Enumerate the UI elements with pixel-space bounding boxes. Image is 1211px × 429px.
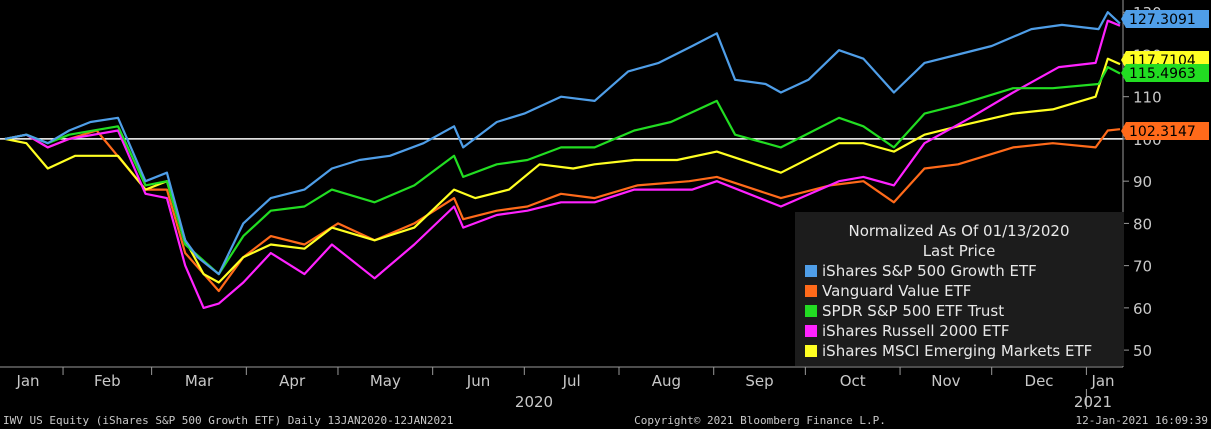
x-tick-label: Aug (652, 372, 681, 390)
legend-swatch (805, 265, 817, 277)
x-tick-label: Jun (466, 372, 490, 390)
series-line-3 (4, 19, 1121, 309)
y-tick-label: 50 (1133, 342, 1152, 360)
x-tick-label: Sep (745, 372, 773, 390)
footer-timestamp: 12-Jan-2021 16:09:39 (1076, 414, 1208, 427)
y-tick-label: 60 (1133, 300, 1152, 318)
x-tick-label: Jan (15, 372, 39, 390)
legend-background (795, 212, 1124, 366)
series-line-0 (4, 11, 1121, 276)
legend: Normalized As Of 01/13/2020 Last Price i… (795, 212, 1124, 366)
y-tick-label: 70 (1133, 258, 1152, 276)
legend-swatch (805, 325, 817, 337)
legend-swatch (805, 305, 817, 317)
legend-swatch (805, 345, 817, 357)
x-tick-label: May (370, 372, 401, 390)
legend-title-line1: Normalized As Of 01/13/2020 (849, 222, 1070, 240)
series-line-2 (4, 66, 1121, 276)
y-tick-label: 110 (1133, 89, 1162, 107)
y-tick-label: 90 (1133, 173, 1152, 191)
legend-entry: iShares MSCI Emerging Markets ETF (822, 342, 1092, 360)
legend-title-line2: Last Price (923, 242, 996, 260)
last-value-label: 102.3147 (1129, 124, 1196, 140)
x-tick-label: Nov (931, 372, 960, 390)
legend-swatch (805, 285, 817, 297)
legend-entry: iShares S&P 500 Growth ETF (822, 262, 1037, 280)
last-value-label: 127.3091 (1129, 12, 1196, 28)
last-value-badge (1121, 10, 1209, 28)
x-tick-label: Dec (1025, 372, 1054, 390)
last-value-label: 115.4963 (1129, 66, 1196, 82)
x-year-label: 2021 (1074, 393, 1112, 411)
x-tick-label: Jul (562, 372, 581, 390)
x-axis-background (0, 367, 1123, 410)
last-value-badge (1121, 64, 1209, 82)
footer-background (0, 410, 1211, 429)
x-tick-label: Jan (1090, 372, 1114, 390)
x-tick-label: Oct (840, 372, 866, 390)
footer-copyright: Copyright© 2021 Bloomberg Finance L.P. (634, 414, 886, 427)
series-layer (4, 11, 1121, 309)
footer: IWV US Equity (iShares S&P 500 Growth ET… (0, 410, 1211, 429)
x-tick-label: Mar (185, 372, 214, 390)
x-axis: Jan Feb Mar Apr May Jun Jul Aug Sep Oct Nov Dec Jan 2… (0, 366, 1123, 411)
x-year-label: 2020 (515, 393, 553, 411)
y-tick-label: 80 (1133, 215, 1152, 233)
footer-security-info: IWV US Equity (iShares S&P 500 Growth ET… (3, 414, 453, 427)
legend-entry: Vanguard Value ETF (822, 282, 971, 300)
x-tick-label: Apr (279, 372, 306, 390)
series-line-1 (4, 128, 1121, 293)
legend-entry: SPDR S&P 500 ETF Trust (822, 302, 1004, 320)
x-tick-label: Feb (94, 372, 121, 390)
last-value-badge (1121, 122, 1209, 140)
legend-entry: iShares Russell 2000 ETF (822, 322, 1009, 340)
